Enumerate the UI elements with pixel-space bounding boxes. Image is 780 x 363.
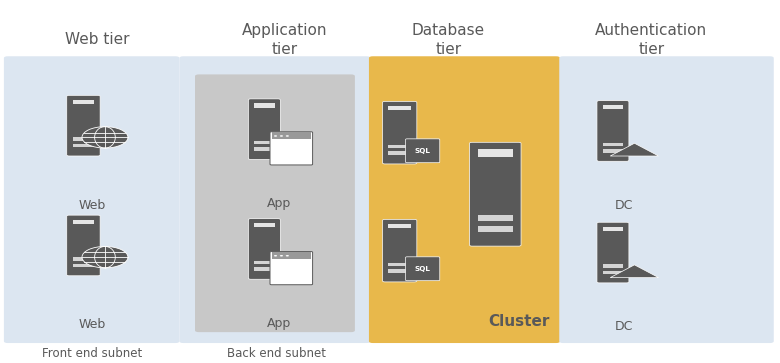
Text: Web tier: Web tier [66, 32, 129, 48]
Bar [477, 215, 513, 221]
Bar [388, 145, 411, 148]
Bar [603, 271, 623, 274]
Bar [254, 141, 275, 144]
Polygon shape [610, 265, 658, 278]
Bar [254, 261, 275, 264]
FancyBboxPatch shape [382, 101, 417, 164]
Circle shape [274, 255, 277, 257]
Text: DC: DC [615, 320, 633, 333]
Bar [73, 137, 94, 141]
FancyBboxPatch shape [248, 99, 280, 159]
Bar [603, 227, 623, 231]
Text: Database
tier: Database tier [412, 23, 485, 57]
FancyBboxPatch shape [470, 142, 521, 246]
FancyBboxPatch shape [270, 132, 313, 165]
Text: Front end subnet: Front end subnet [42, 347, 142, 360]
Circle shape [280, 135, 283, 137]
FancyBboxPatch shape [406, 139, 440, 163]
Circle shape [274, 135, 277, 137]
Bar [477, 150, 513, 156]
Text: Back end subnet: Back end subnet [228, 347, 326, 360]
Bar [73, 257, 94, 261]
Text: App: App [267, 317, 292, 330]
Bar [254, 103, 275, 107]
Text: App: App [267, 197, 292, 210]
Bar [603, 105, 623, 109]
FancyBboxPatch shape [597, 222, 629, 283]
Bar [271, 132, 311, 139]
FancyBboxPatch shape [67, 215, 100, 276]
Bar [388, 151, 411, 155]
Bar [271, 252, 311, 259]
Text: SQL: SQL [415, 148, 431, 154]
Circle shape [280, 255, 283, 257]
FancyBboxPatch shape [195, 74, 355, 332]
Bar [603, 143, 623, 146]
Circle shape [82, 246, 128, 268]
Circle shape [285, 255, 289, 257]
Bar [73, 100, 94, 104]
FancyBboxPatch shape [369, 56, 560, 343]
Bar [603, 264, 623, 268]
Polygon shape [610, 143, 658, 156]
Bar [73, 144, 94, 147]
Bar [603, 149, 623, 152]
Bar [388, 106, 411, 110]
Circle shape [285, 135, 289, 137]
FancyBboxPatch shape [248, 219, 280, 279]
Text: Application
tier: Application tier [242, 23, 328, 57]
FancyBboxPatch shape [67, 95, 100, 156]
Text: Web: Web [79, 199, 105, 212]
Bar [388, 263, 411, 266]
Bar [254, 147, 275, 151]
Text: SQL: SQL [415, 266, 431, 272]
FancyBboxPatch shape [597, 101, 629, 161]
FancyBboxPatch shape [406, 257, 440, 281]
Bar [73, 264, 94, 267]
Bar [254, 223, 275, 227]
FancyBboxPatch shape [270, 252, 313, 285]
FancyBboxPatch shape [179, 56, 370, 343]
Bar [388, 269, 411, 273]
Bar [73, 220, 94, 224]
Circle shape [82, 127, 128, 148]
Bar [254, 267, 275, 270]
Text: Web: Web [79, 318, 105, 331]
Text: Authentication
tier: Authentication tier [595, 23, 707, 57]
Bar [388, 224, 411, 228]
Text: Cluster: Cluster [488, 314, 549, 329]
FancyBboxPatch shape [559, 56, 774, 343]
FancyBboxPatch shape [4, 56, 179, 343]
Text: DC: DC [615, 199, 633, 212]
Bar [477, 226, 513, 232]
FancyBboxPatch shape [382, 219, 417, 282]
